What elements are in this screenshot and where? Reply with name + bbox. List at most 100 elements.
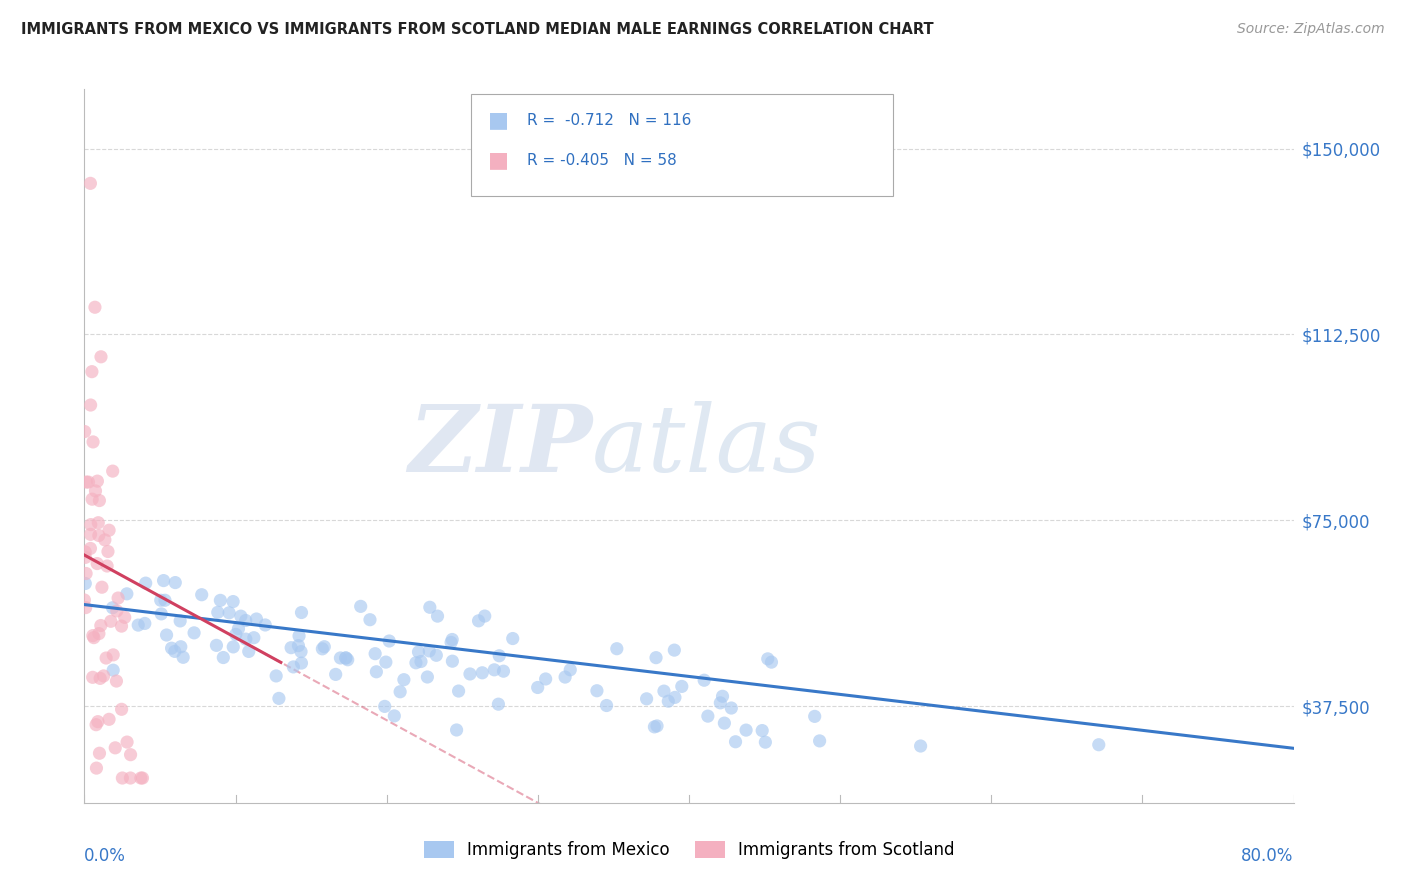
Text: Source: ZipAtlas.com: Source: ZipAtlas.com <box>1237 22 1385 37</box>
Point <box>110 619 132 633</box>
Point <box>75 576 97 591</box>
Point <box>378 634 401 648</box>
Point <box>149 593 172 607</box>
Point <box>77 475 100 489</box>
Point <box>101 663 124 677</box>
Point <box>374 655 396 669</box>
Point <box>94 533 117 547</box>
Point <box>440 635 463 649</box>
Point <box>110 702 132 716</box>
Point <box>458 667 481 681</box>
Point <box>238 644 260 658</box>
Point <box>84 717 107 731</box>
Legend: Immigrants from Mexico, Immigrants from Scotland: Immigrants from Mexico, Immigrants from … <box>416 834 962 866</box>
Point <box>87 516 110 530</box>
Point <box>264 669 287 683</box>
Point <box>84 300 107 314</box>
Point <box>103 648 125 662</box>
Point <box>80 365 103 379</box>
Text: 0.0%: 0.0% <box>84 847 127 865</box>
Point <box>720 701 742 715</box>
Point <box>90 350 112 364</box>
Point <box>98 523 121 537</box>
Point <box>218 606 240 620</box>
Point <box>290 645 312 659</box>
Point <box>222 594 245 608</box>
Point <box>73 425 96 439</box>
Point <box>73 593 96 607</box>
Point <box>471 665 494 680</box>
Point <box>97 544 120 558</box>
Point <box>152 574 174 588</box>
Point <box>155 628 177 642</box>
Point <box>163 644 186 658</box>
Point <box>90 618 112 632</box>
Point <box>98 712 121 726</box>
Point <box>212 650 235 665</box>
Point <box>560 663 582 677</box>
Point <box>75 545 97 559</box>
Point <box>104 740 127 755</box>
Point <box>364 647 387 661</box>
Point <box>111 771 134 785</box>
Point <box>526 681 548 695</box>
Text: R =  -0.712   N = 116: R = -0.712 N = 116 <box>527 113 692 128</box>
Point <box>418 644 440 658</box>
Point <box>314 640 336 654</box>
Point <box>84 483 107 498</box>
Point <box>82 492 104 507</box>
Point <box>80 517 103 532</box>
Point <box>225 627 247 641</box>
Text: R = -0.405   N = 58: R = -0.405 N = 58 <box>527 153 678 168</box>
Point <box>696 709 718 723</box>
Point <box>735 723 758 737</box>
Point <box>664 643 686 657</box>
Point <box>243 631 266 645</box>
Point <box>172 650 194 665</box>
Point <box>127 618 149 632</box>
Text: ■: ■ <box>488 111 509 130</box>
Point <box>115 587 138 601</box>
Point <box>235 614 257 628</box>
Point <box>150 607 173 621</box>
Point <box>643 720 665 734</box>
Point <box>492 664 515 678</box>
Point <box>79 541 101 556</box>
Point <box>724 735 747 749</box>
Point <box>474 609 496 624</box>
Point <box>335 651 357 665</box>
Point <box>711 690 734 704</box>
Point <box>82 670 104 684</box>
Point <box>288 629 311 643</box>
Text: ZIP: ZIP <box>408 401 592 491</box>
Point <box>101 464 124 478</box>
Point <box>652 684 675 698</box>
Point <box>425 648 447 663</box>
Point <box>910 739 932 753</box>
Point <box>254 618 277 632</box>
Point <box>75 600 97 615</box>
Point <box>484 663 506 677</box>
Point <box>350 599 373 614</box>
Point <box>467 614 489 628</box>
Point <box>82 434 104 449</box>
Point <box>101 600 124 615</box>
Point <box>754 735 776 749</box>
Point <box>94 651 117 665</box>
Point <box>636 691 658 706</box>
Point <box>83 631 105 645</box>
Point <box>87 714 110 729</box>
Point <box>447 684 470 698</box>
Point <box>79 177 101 191</box>
Point <box>169 614 191 628</box>
Point <box>205 639 228 653</box>
Point <box>75 550 97 565</box>
Text: IMMIGRANTS FROM MEXICO VS IMMIGRANTS FROM SCOTLAND MEDIAN MALE EARNINGS CORRELAT: IMMIGRANTS FROM MEXICO VS IMMIGRANTS FRO… <box>21 22 934 37</box>
Point <box>86 474 108 488</box>
Point <box>114 610 136 624</box>
Point <box>129 771 152 785</box>
Point <box>86 557 108 571</box>
Point <box>554 670 576 684</box>
Point <box>446 723 468 737</box>
Point <box>235 632 257 647</box>
